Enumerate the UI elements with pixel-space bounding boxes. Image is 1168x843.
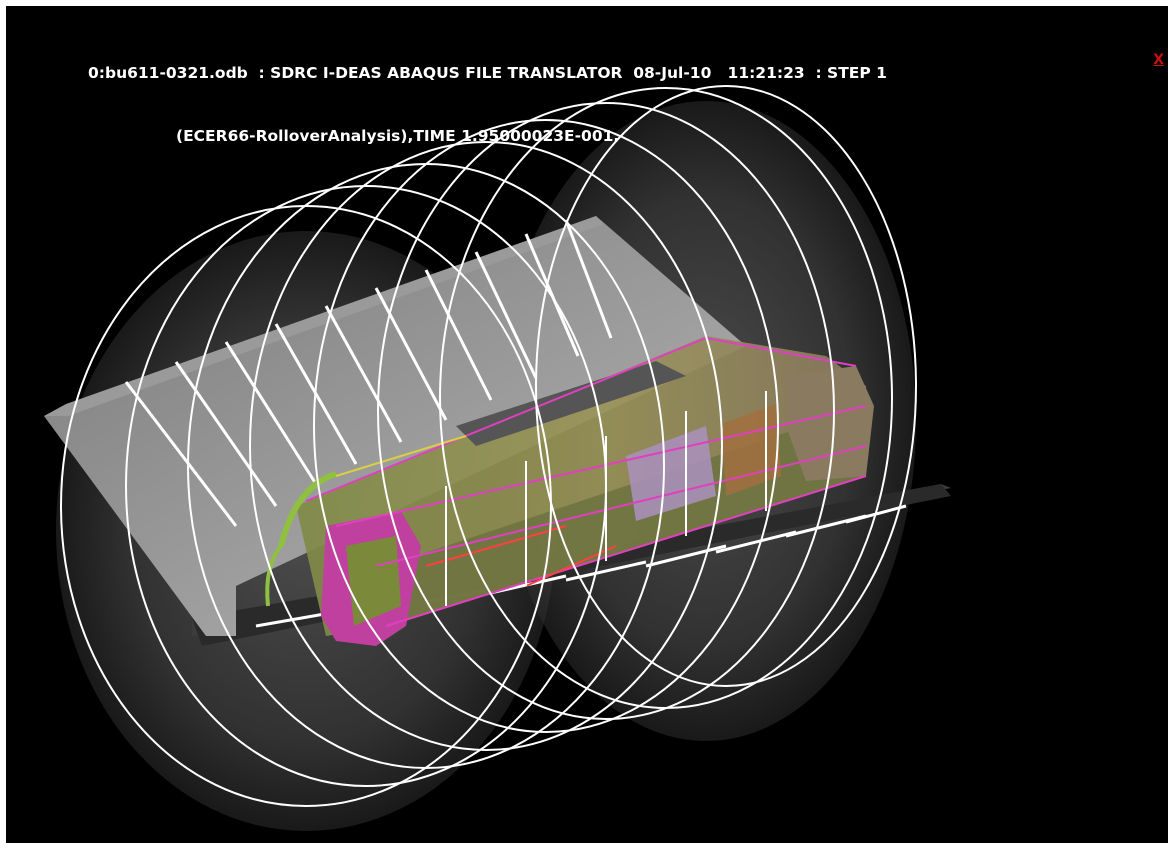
bus-rear-equipment xyxy=(456,361,686,446)
rollover-rings xyxy=(60,85,917,807)
bus-side-purple-panel xyxy=(626,426,716,521)
model-viewport[interactable]: 0:bu611-0321.odb : SDRC I-DEAS ABAQUS FI… xyxy=(6,6,1168,843)
rollover-scene xyxy=(44,85,951,831)
bus-rear-cap xyxy=(786,366,874,481)
front-green-arc xyxy=(278,471,337,547)
tilt-table xyxy=(44,216,746,636)
tilt-table-edge xyxy=(44,216,604,416)
title-line-2: (ECER66-RolloverAnalysis),TIME 1.9500002… xyxy=(176,127,620,145)
close-button[interactable]: X xyxy=(1153,52,1164,68)
title-line-1: 0:bu611-0321.odb : SDRC I-DEAS ABAQUS FI… xyxy=(88,64,887,82)
bus-windshield xyxy=(346,536,401,626)
bus-model xyxy=(265,336,874,646)
tilt-table-slats xyxy=(124,219,613,527)
front-green-arc-2 xyxy=(265,544,283,607)
viewport-title: 0:bu611-0321.odb : SDRC I-DEAS ABAQUS FI… xyxy=(88,21,887,189)
